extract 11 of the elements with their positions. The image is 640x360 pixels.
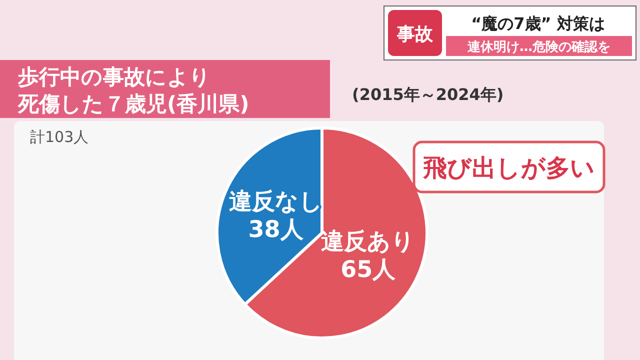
text: 計103人 [30, 128, 89, 146]
text: 連休明け…危険の確認を [466, 39, 610, 55]
text: 飛び出しが多い [422, 154, 595, 182]
slice-label: 違反あり [321, 229, 416, 256]
data-label: 65人 [340, 257, 397, 284]
chart-subtitle: (2015年～2024年) [352, 85, 504, 104]
chart-title: 歩行中の事故により死傷した７歳児(香川県) [17, 65, 250, 116]
slice-label: 違反なし [228, 188, 323, 215]
text: 事故 [396, 24, 434, 45]
data-label: 38人 [248, 216, 304, 243]
text: “魔の7歳” 対策は [471, 14, 605, 33]
